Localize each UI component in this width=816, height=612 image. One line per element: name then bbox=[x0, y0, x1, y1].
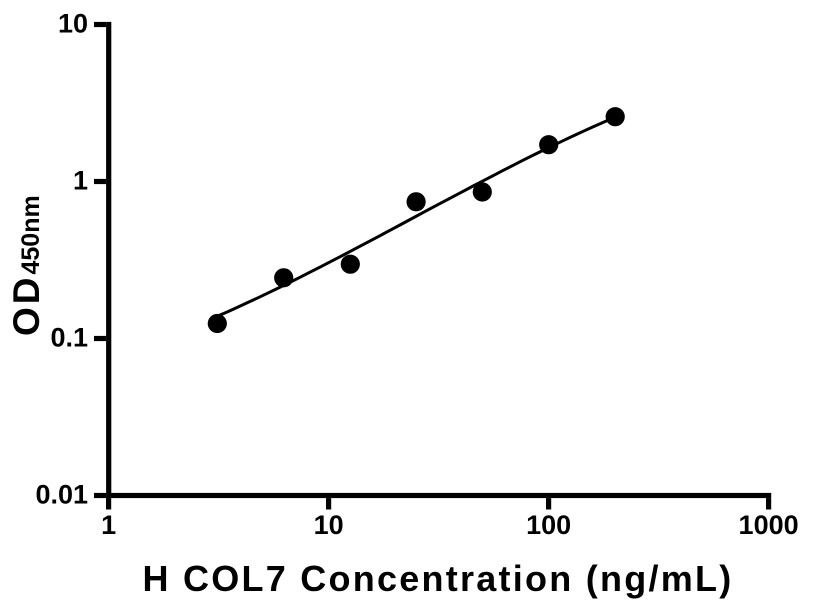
svg-text:0.01: 0.01 bbox=[35, 480, 88, 510]
svg-text:0.1: 0.1 bbox=[50, 323, 88, 353]
svg-text:H COL7 Concentration (ng/mL): H COL7 Concentration (ng/mL) bbox=[143, 558, 734, 599]
svg-text:1: 1 bbox=[101, 510, 116, 540]
svg-text:10: 10 bbox=[58, 9, 88, 39]
svg-text:1000: 1000 bbox=[739, 510, 799, 540]
svg-text:1: 1 bbox=[73, 166, 88, 196]
svg-text:100: 100 bbox=[526, 510, 571, 540]
svg-text:10: 10 bbox=[314, 510, 344, 540]
